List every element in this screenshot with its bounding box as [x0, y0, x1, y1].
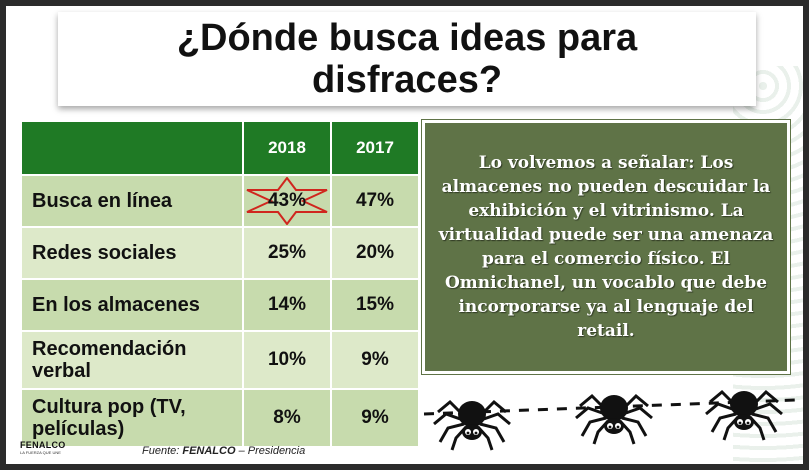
row-label: Recomendación verbal — [20, 330, 244, 390]
cell-2018-highlighted: 43% — [242, 174, 332, 228]
table-header-2018: 2018 — [242, 120, 332, 176]
spider-icon — [433, 399, 511, 451]
cell-2017: 9% — [330, 330, 420, 390]
slide: ¿Dónde busca ideas para disfraces? 2018 … — [6, 6, 803, 464]
cell-2017: 47% — [330, 174, 420, 228]
title-box: ¿Dónde busca ideas para disfraces? — [58, 12, 756, 106]
logo-name: FENALCO — [20, 440, 66, 450]
cell-2017: 15% — [330, 278, 420, 332]
table-row: En los almacenes 14% 15% — [20, 278, 420, 332]
survey-table: 2018 2017 Busca en línea 43% 47% Redes s… — [20, 120, 420, 448]
cell-2018: 8% — [242, 388, 332, 448]
fenalco-logo: FENALCO LA FUERZA QUE UNE — [20, 440, 66, 457]
source-org: FENALCO — [182, 445, 236, 457]
table-header-row: 2018 2017 — [20, 120, 420, 176]
row-label: Cultura pop (TV, películas) — [20, 388, 244, 448]
cell-value: 43% — [267, 190, 307, 211]
table-row: Busca en línea 43% 47% — [20, 174, 420, 228]
page-title: ¿Dónde busca ideas para disfraces? — [176, 17, 638, 101]
row-label: En los almacenes — [20, 278, 244, 332]
cell-2017: 20% — [330, 226, 420, 280]
cell-2018: 14% — [242, 278, 332, 332]
note-box: Lo volvemos a señalar: Los almacenes no … — [422, 120, 790, 374]
spider-icon — [575, 393, 653, 445]
cell-2017: 9% — [330, 388, 420, 448]
row-label: Redes sociales — [20, 226, 244, 280]
spider-decoration — [423, 389, 797, 451]
row-label: Busca en línea — [20, 174, 244, 228]
cell-2018: 25% — [242, 226, 332, 280]
table-row: Redes sociales 25% 20% — [20, 226, 420, 280]
table-header-blank — [20, 120, 244, 176]
table-row: Recomendación verbal 10% 9% — [20, 330, 420, 390]
cell-2018: 10% — [242, 330, 332, 390]
source-note: Fuente: FENALCO – Presidencia — [142, 445, 305, 457]
table-row: Cultura pop (TV, películas) 8% 9% — [20, 388, 420, 448]
spider-icon — [705, 389, 783, 441]
table-header-2017: 2017 — [330, 120, 420, 176]
source-prefix: Fuente: — [142, 445, 183, 457]
star-highlight-icon — [246, 177, 328, 225]
note-text: Lo volvemos a señalar: Los almacenes no … — [438, 153, 774, 341]
source-suffix: – Presidencia — [235, 445, 306, 457]
logo-tagline: LA FUERZA QUE UNE — [20, 450, 61, 455]
